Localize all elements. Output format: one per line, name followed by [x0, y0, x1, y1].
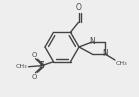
Text: O: O — [32, 74, 37, 80]
Text: O: O — [32, 52, 37, 58]
Text: CH₃: CH₃ — [16, 64, 28, 69]
Text: S: S — [39, 61, 44, 70]
Text: O: O — [76, 3, 81, 12]
Text: N: N — [89, 37, 95, 46]
Text: N: N — [102, 49, 108, 58]
Text: CH₃: CH₃ — [116, 61, 128, 66]
